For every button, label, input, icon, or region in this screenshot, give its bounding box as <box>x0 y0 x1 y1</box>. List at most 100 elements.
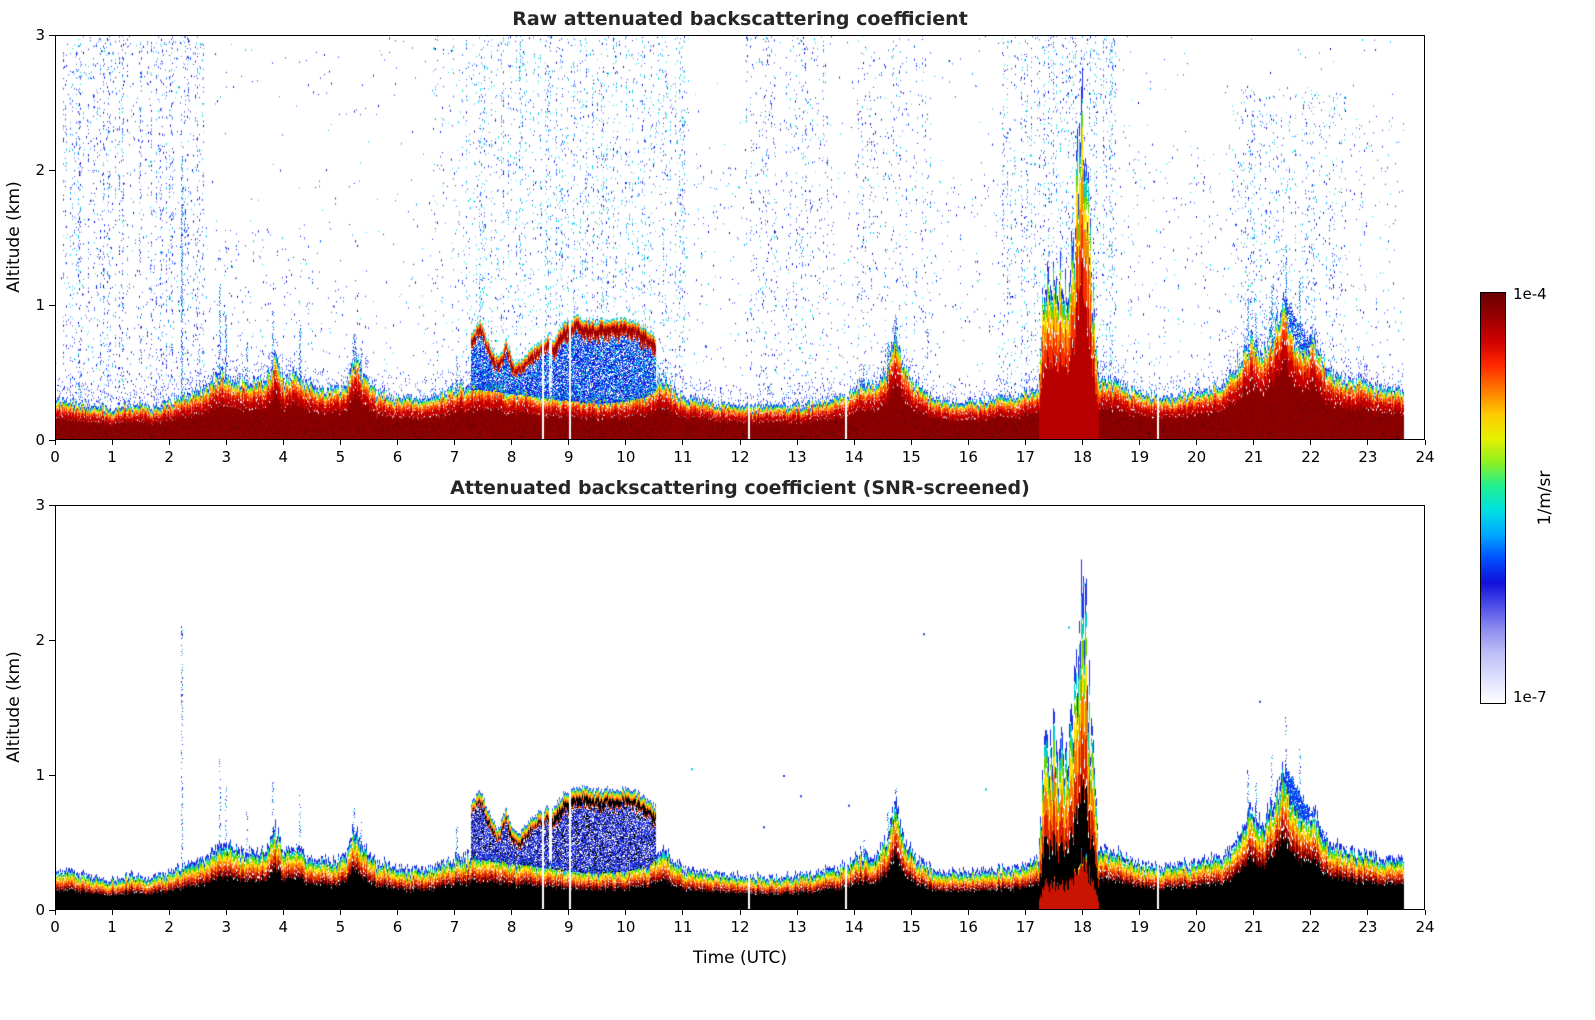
y-tick-label: 3 <box>35 496 45 514</box>
x-tick-label: 12 <box>730 918 750 936</box>
colorbar-max-label: 1e-4 <box>1513 285 1547 303</box>
x-tick-label: 4 <box>278 918 289 936</box>
x-tick-mark <box>739 440 741 445</box>
x-tick-label: 2 <box>164 918 174 936</box>
x-tick-label: 17 <box>1015 448 1035 466</box>
x-tick-mark <box>1082 910 1083 915</box>
raw-panel-title: Raw attenuated backscattering coefficien… <box>512 8 968 30</box>
y-tick-label: 0 <box>35 431 45 449</box>
x-tick-label: 23 <box>1358 448 1378 466</box>
x-tick-mark <box>796 440 798 445</box>
x-tick-label: 4 <box>278 448 289 466</box>
x-tick-label: 21 <box>1244 448 1264 466</box>
x-tick-label: 22 <box>1301 918 1321 936</box>
x-tick-mark <box>967 910 969 915</box>
x-tick-label: 0 <box>50 918 60 936</box>
x-tick-label: 10 <box>616 448 636 466</box>
x-tick-label: 13 <box>787 918 807 936</box>
x-tick-label: 7 <box>449 918 460 936</box>
y-tick-label: 1 <box>35 766 45 784</box>
x-tick-mark <box>454 440 456 445</box>
x-tick-label: 15 <box>901 918 921 936</box>
x-tick-label: 19 <box>1130 918 1150 936</box>
x-tick-label: 6 <box>392 448 403 466</box>
x-tick-mark <box>1367 440 1369 445</box>
x-tick-label: 10 <box>616 918 636 936</box>
x-tick-mark <box>225 910 227 915</box>
y-tick-label: 1 <box>35 296 45 314</box>
x-tick-label: 24 <box>1415 448 1435 466</box>
x-tick-mark <box>568 440 570 445</box>
x-tick-label: 2 <box>164 448 174 466</box>
x-tick-label: 5 <box>335 918 346 936</box>
x-tick-label: 19 <box>1130 448 1150 466</box>
x-tick-mark <box>1253 910 1255 915</box>
x-tick-label: 7 <box>449 448 460 466</box>
y-tick-label: 2 <box>35 161 45 179</box>
x-tick-label: 13 <box>787 448 807 466</box>
colorbar-unit-label: 1/m/sr <box>1535 470 1555 526</box>
x-axis-label: Time (UTC) <box>693 948 787 968</box>
x-tick-label: 9 <box>563 448 574 466</box>
x-tick-mark <box>454 910 456 915</box>
x-tick-mark <box>967 440 969 445</box>
x-tick-mark <box>1024 910 1026 915</box>
x-tick-mark <box>111 440 113 445</box>
x-tick-label: 18 <box>1072 448 1093 466</box>
x-tick-label: 11 <box>673 918 693 936</box>
screened-heatmap-canvas <box>55 505 1425 910</box>
screened-panel-title: Attenuated backscattering coefficient (S… <box>450 477 1030 499</box>
raw-heatmap-canvas <box>55 35 1425 440</box>
x-tick-mark <box>910 910 912 915</box>
x-tick-mark <box>1139 910 1141 915</box>
x-tick-mark <box>568 910 570 915</box>
x-tick-mark <box>168 440 170 445</box>
x-tick-label: 15 <box>901 448 921 466</box>
x-tick-mark <box>397 910 398 915</box>
x-tick-mark <box>1196 440 1198 445</box>
x-tick-label: 16 <box>958 448 978 466</box>
y-tick-mark <box>49 169 55 171</box>
x-tick-mark <box>282 910 284 915</box>
x-tick-label: 14 <box>844 918 864 936</box>
x-tick-mark <box>682 440 684 445</box>
y-tick-label: 2 <box>35 631 45 649</box>
y-tick-mark <box>49 639 55 641</box>
x-tick-mark <box>339 440 341 445</box>
x-tick-mark <box>1367 910 1369 915</box>
x-tick-label: 11 <box>673 448 693 466</box>
x-tick-mark <box>910 440 912 445</box>
y-tick-mark <box>49 34 55 36</box>
colorbar-min-label: 1e-7 <box>1513 688 1547 706</box>
x-tick-mark <box>511 440 513 445</box>
x-tick-label: 3 <box>221 448 232 466</box>
x-tick-mark <box>682 910 684 915</box>
colorbar <box>1480 292 1506 704</box>
x-tick-mark <box>1024 440 1026 445</box>
x-tick-label: 18 <box>1072 918 1093 936</box>
x-tick-label: 3 <box>221 918 232 936</box>
y-tick-label: 0 <box>35 901 45 919</box>
x-tick-mark <box>511 910 513 915</box>
x-tick-label: 14 <box>844 448 864 466</box>
x-tick-label: 6 <box>392 918 403 936</box>
y-tick-mark <box>49 909 55 911</box>
x-tick-label: 9 <box>563 918 574 936</box>
x-tick-mark <box>111 910 113 915</box>
y-tick-mark <box>49 774 55 776</box>
x-tick-mark <box>1139 440 1141 445</box>
x-tick-mark <box>339 910 341 915</box>
y-tick-mark <box>49 304 55 306</box>
x-tick-mark <box>853 440 855 445</box>
x-tick-mark <box>796 910 798 915</box>
x-tick-mark <box>625 440 627 445</box>
x-tick-label: 23 <box>1358 918 1378 936</box>
x-tick-label: 20 <box>1187 918 1207 936</box>
x-tick-mark <box>1082 440 1083 445</box>
x-tick-mark <box>739 910 741 915</box>
x-tick-mark <box>397 440 398 445</box>
x-tick-label: 0 <box>50 448 60 466</box>
y-tick-mark <box>49 504 55 506</box>
x-tick-mark <box>1196 910 1198 915</box>
x-tick-mark <box>1253 440 1255 445</box>
